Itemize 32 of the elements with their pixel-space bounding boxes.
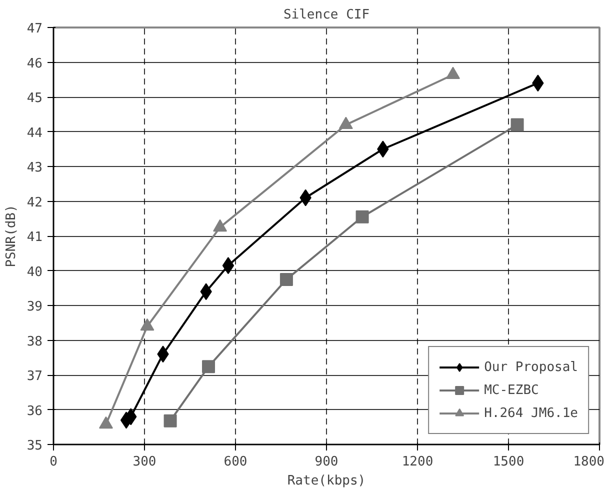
x-tick-label: 1200 bbox=[402, 454, 434, 470]
legend-label: Our Proposal bbox=[484, 360, 578, 374]
x-tick-label: 600 bbox=[224, 454, 248, 470]
y-tick-label: 36 bbox=[26, 404, 43, 419]
x-axis-title: Rate(kbps) bbox=[287, 474, 366, 488]
y-tick-label: 44 bbox=[26, 126, 43, 141]
chart-title: Silence CIF bbox=[283, 8, 370, 22]
legend-label: H.264 JM6.1e bbox=[484, 406, 578, 420]
point bbox=[280, 272, 293, 286]
y-tick-label: 37 bbox=[26, 369, 43, 384]
y-tick-label: 40 bbox=[26, 264, 43, 280]
y-tick-label: 45 bbox=[26, 91, 43, 106]
x-tick-label: 900 bbox=[314, 454, 338, 470]
y-tick-label: 47 bbox=[26, 22, 43, 36]
y-tick-label: 43 bbox=[26, 160, 43, 176]
x-tick-label: 1800 bbox=[573, 454, 605, 470]
y-tick-label: 38 bbox=[26, 334, 43, 350]
point bbox=[202, 360, 216, 374]
y-tick-label: 35 bbox=[26, 438, 43, 454]
point bbox=[222, 257, 234, 274]
x-tick-label: 300 bbox=[132, 454, 156, 470]
point bbox=[510, 118, 524, 132]
x-tick-label: 1500 bbox=[492, 454, 524, 470]
y-axis-title: PSNR(dB) bbox=[4, 204, 19, 268]
legend-label: MC-EZBC bbox=[484, 382, 539, 398]
y-tick-label: 42 bbox=[26, 195, 43, 210]
point bbox=[356, 210, 369, 224]
y-tick-label: 46 bbox=[26, 56, 43, 72]
point bbox=[164, 414, 177, 428]
y-tick-label: 41 bbox=[26, 230, 43, 245]
y-tick-label: 39 bbox=[26, 300, 43, 314]
x-tick-label: 0 bbox=[50, 454, 58, 470]
